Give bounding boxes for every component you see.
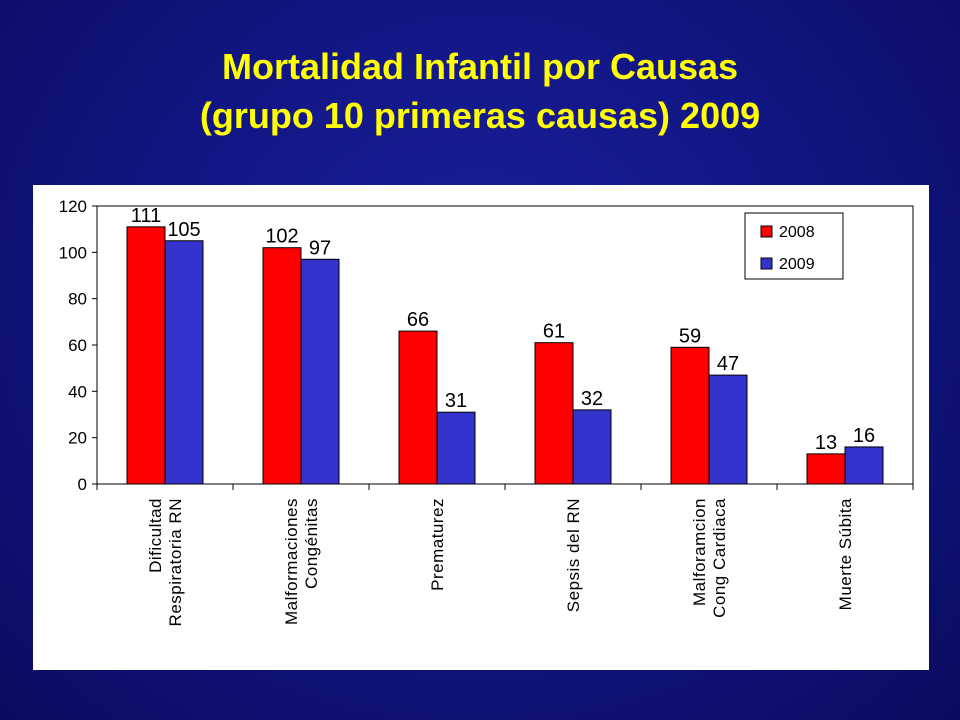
data-label-2009-5: 16 bbox=[853, 425, 875, 447]
y-tick-label: 20 bbox=[68, 429, 87, 448]
data-label-2008-1: 102 bbox=[265, 226, 298, 248]
category-label-3: Sepsis del RN bbox=[564, 498, 583, 612]
bar-2008-3 bbox=[534, 342, 574, 485]
y-tick-label: 80 bbox=[68, 290, 87, 309]
slide-title-line1: Mortalidad Infantil por Causas bbox=[221, 46, 739, 87]
y-tick-label: 60 bbox=[68, 336, 87, 355]
legend-swatch-2008 bbox=[760, 225, 773, 238]
slide-title-line2: (grupo 10 primeras causas) 2009 bbox=[199, 95, 761, 136]
bar-2009-5 bbox=[844, 446, 884, 485]
category-label-4: Cong Cardiaca bbox=[710, 498, 729, 618]
data-label-2009-1: 97 bbox=[309, 237, 331, 259]
legend-label-2009: 2009 bbox=[779, 256, 815, 273]
bar-chart: 0 20 40 60 80 100 120 111 102 66 61 59 13 105 97 31 32 47… bbox=[59, 197, 914, 626]
bar-2008-2 bbox=[398, 330, 438, 485]
bar-2008-5 bbox=[806, 453, 846, 485]
y-tick-label: 100 bbox=[59, 243, 87, 262]
data-label-2009-0: 105 bbox=[167, 219, 200, 241]
legend-label-2008: 2008 bbox=[779, 224, 815, 241]
bar-2009-1 bbox=[300, 258, 340, 485]
data-label-2008-2: 66 bbox=[407, 309, 429, 331]
bar-2009-2 bbox=[436, 411, 476, 485]
category-label-2: Prematurez bbox=[428, 498, 447, 591]
y-tick-label: 0 bbox=[78, 475, 87, 494]
data-label-2009-3: 32 bbox=[581, 388, 603, 410]
category-label-0: Dificultad bbox=[146, 498, 165, 573]
bar-2009-3 bbox=[572, 409, 612, 485]
data-label-2008-3: 61 bbox=[543, 321, 565, 343]
category-label-1: Congénitas bbox=[302, 498, 321, 589]
category-label-1: Malformaciones bbox=[282, 498, 301, 625]
bar-2009-0 bbox=[164, 240, 204, 485]
chart-panel: 0 20 40 60 80 100 120 111 102 66 61 59 13 105 97 31 32 47… bbox=[33, 185, 929, 670]
bar-2009-4 bbox=[708, 374, 748, 485]
data-label-2008-5: 13 bbox=[815, 432, 837, 454]
legend-swatch-2009 bbox=[760, 257, 773, 270]
data-label-2008-0: 111 bbox=[131, 205, 161, 227]
category-label-5: Muerte Súbita bbox=[836, 498, 855, 610]
y-tick-label: 40 bbox=[68, 382, 87, 401]
bar-2008-4 bbox=[670, 346, 710, 485]
data-label-2009-4: 47 bbox=[717, 353, 739, 375]
data-label-2009-2: 31 bbox=[445, 390, 467, 412]
category-label-4: Malforamcion bbox=[690, 498, 709, 606]
bar-2008-1 bbox=[262, 247, 302, 485]
bar-2008-0 bbox=[126, 226, 166, 485]
y-tick-label: 120 bbox=[59, 197, 87, 216]
category-label-0: Respiratoria RN bbox=[166, 498, 185, 626]
data-label-2008-4: 59 bbox=[679, 325, 701, 347]
